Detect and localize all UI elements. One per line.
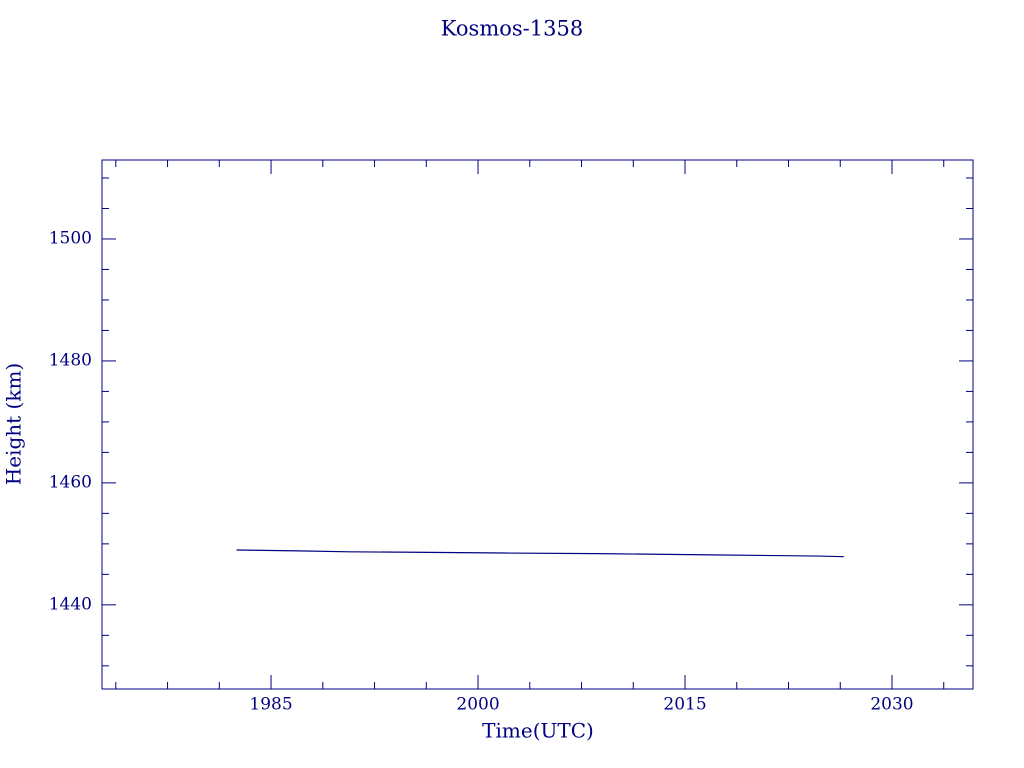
x-tick-label: 2000 [456, 695, 499, 715]
y-axis-label: Height (km) [2, 363, 26, 485]
x-tick-label: 1985 [249, 695, 292, 715]
x-tick-label: 2015 [663, 695, 706, 715]
x-axis-label: Time(UTC) [482, 719, 594, 743]
plot-frame [101, 159, 974, 690]
x-tick-label: 2030 [870, 695, 913, 715]
chart-title: Kosmos-1358 [441, 17, 583, 41]
y-tick-label: 1440 [49, 594, 92, 614]
y-tick-label: 1480 [49, 350, 92, 370]
y-tick-label: 1500 [49, 228, 92, 248]
data-line [236, 549, 844, 558]
y-tick-label: 1460 [49, 472, 92, 492]
